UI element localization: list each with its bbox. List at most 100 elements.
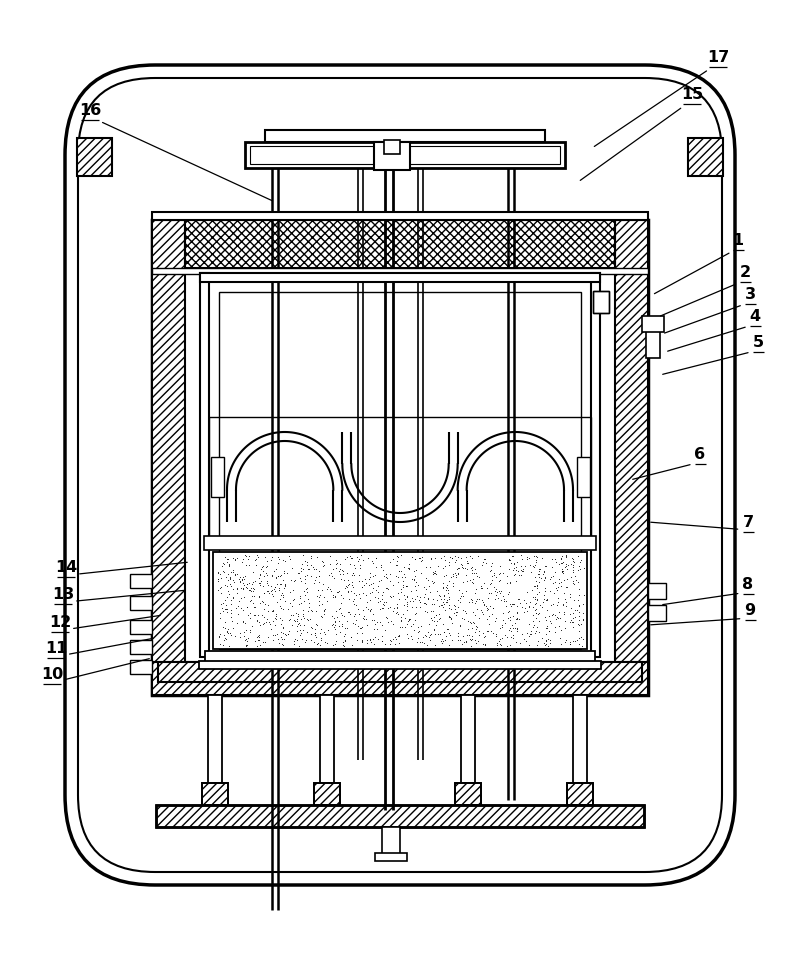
- Point: [439, 594, 452, 610]
- Text: 10: 10: [41, 667, 63, 682]
- Point: [427, 564, 440, 579]
- Point: [392, 549, 405, 564]
- Point: [511, 604, 524, 619]
- Point: [250, 612, 263, 628]
- Point: [302, 562, 314, 577]
- Point: [366, 576, 379, 591]
- Point: [269, 579, 282, 594]
- Point: [482, 609, 495, 624]
- Point: [564, 614, 577, 630]
- Point: [441, 621, 454, 636]
- Point: [438, 568, 450, 584]
- Point: [365, 635, 378, 650]
- Point: [221, 621, 234, 636]
- Point: [357, 586, 370, 601]
- Point: [279, 626, 292, 641]
- Point: [559, 599, 572, 614]
- Point: [409, 551, 422, 566]
- Point: [444, 609, 457, 624]
- Point: [287, 574, 300, 589]
- Point: [552, 575, 565, 590]
- Point: [540, 592, 553, 608]
- Point: [231, 586, 244, 601]
- Point: [348, 616, 361, 632]
- Point: [221, 625, 234, 640]
- Point: [573, 617, 586, 633]
- Point: [384, 634, 397, 649]
- Point: [222, 625, 234, 640]
- Point: [301, 567, 314, 583]
- Point: [330, 553, 342, 568]
- Bar: [455, 783, 481, 805]
- Point: [398, 560, 411, 575]
- Point: [244, 581, 257, 596]
- Point: [559, 594, 572, 610]
- Point: [223, 556, 236, 571]
- Point: [573, 598, 586, 613]
- Point: [428, 574, 441, 589]
- Point: [351, 619, 364, 635]
- Point: [347, 558, 360, 573]
- Point: [227, 574, 240, 589]
- Point: [327, 589, 340, 605]
- Point: [462, 555, 474, 570]
- Point: [437, 549, 450, 564]
- Point: [275, 616, 288, 632]
- Point: [330, 610, 343, 625]
- Point: [298, 593, 310, 609]
- Point: [367, 631, 380, 646]
- Point: [250, 638, 263, 654]
- Point: [549, 608, 562, 623]
- Point: [355, 619, 368, 635]
- Point: [388, 600, 401, 615]
- Point: [270, 569, 282, 585]
- Point: [226, 551, 239, 566]
- Point: [248, 599, 261, 614]
- Point: [386, 632, 399, 647]
- Point: [486, 606, 498, 621]
- Point: [335, 618, 348, 634]
- Point: [461, 562, 474, 577]
- Point: [300, 585, 313, 600]
- Point: [393, 591, 406, 607]
- Point: [241, 599, 254, 614]
- Point: [435, 636, 448, 651]
- Point: [292, 608, 305, 623]
- Point: [235, 572, 248, 588]
- Point: [442, 600, 455, 615]
- Point: [268, 617, 281, 633]
- Point: [338, 620, 351, 636]
- Point: [510, 612, 522, 627]
- Point: [224, 606, 237, 621]
- Point: [426, 612, 438, 628]
- Point: [298, 617, 310, 633]
- Point: [261, 611, 274, 626]
- Point: [483, 577, 496, 592]
- Point: [376, 633, 389, 648]
- Point: [490, 585, 503, 600]
- Point: [578, 587, 590, 602]
- Point: [269, 627, 282, 642]
- Point: [242, 558, 255, 573]
- Point: [250, 557, 262, 572]
- Point: [573, 605, 586, 620]
- Point: [364, 565, 377, 581]
- Point: [418, 595, 431, 611]
- Point: [331, 585, 344, 600]
- Point: [373, 573, 386, 588]
- Point: [329, 617, 342, 633]
- Point: [253, 614, 266, 630]
- Point: [274, 601, 287, 616]
- Point: [219, 601, 232, 616]
- Point: [309, 625, 322, 640]
- Point: [428, 596, 441, 612]
- Point: [223, 558, 236, 573]
- Point: [550, 597, 563, 612]
- Point: [507, 556, 520, 571]
- Point: [254, 637, 266, 653]
- Point: [503, 637, 516, 653]
- Point: [533, 613, 546, 629]
- Point: [408, 572, 421, 588]
- Point: [240, 599, 253, 614]
- Point: [538, 570, 551, 586]
